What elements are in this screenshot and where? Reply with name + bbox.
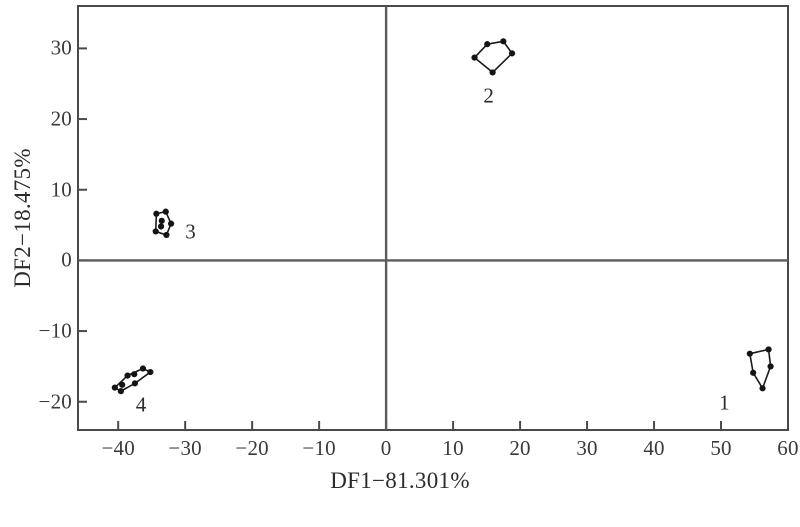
data-point <box>124 372 131 379</box>
y-tick-label: 30 <box>50 35 72 60</box>
plot-frame <box>77 5 789 431</box>
data-point <box>157 223 165 230</box>
x-tick-label: −10 <box>302 436 336 460</box>
y-axis-title: DF2−18.475% <box>10 148 35 288</box>
x-tick-label: −20 <box>235 436 269 460</box>
y-tick-label: 10 <box>50 177 72 202</box>
data-point <box>759 385 766 392</box>
y-tick-label: 20 <box>50 106 72 131</box>
cluster-hull-1 <box>749 348 772 390</box>
data-point <box>767 363 774 370</box>
data-point <box>765 346 772 353</box>
x-tick-label: 0 <box>380 436 392 460</box>
plot-border <box>77 5 789 431</box>
cluster-group-4 <box>111 365 154 395</box>
data-point <box>139 365 147 372</box>
cluster-group-3 <box>152 208 175 239</box>
data-point <box>508 50 516 57</box>
data-point <box>158 217 165 224</box>
data-point <box>163 231 170 239</box>
data-point <box>162 208 169 215</box>
zero-reference-lines <box>78 6 788 430</box>
x-tick-label: −40 <box>101 436 135 460</box>
cluster-label-1: 1 <box>719 390 730 415</box>
y-tick-label: 0 <box>61 247 72 272</box>
cluster-label-4: 4 <box>135 392 147 417</box>
data-point <box>750 369 757 376</box>
data-point <box>111 384 118 391</box>
x-tick-label: 30 <box>576 436 598 460</box>
cluster-group-1 <box>746 346 774 392</box>
data-point <box>117 388 124 395</box>
x-tick-label: 10 <box>442 436 464 460</box>
data-point <box>484 41 491 48</box>
cluster-label-2: 2 <box>483 83 494 108</box>
data-point <box>168 220 175 227</box>
data-point <box>147 368 154 376</box>
x-tick-label: 60 <box>777 436 799 460</box>
y-tick-label: −10 <box>38 318 72 343</box>
x-tick-label: 40 <box>643 436 665 460</box>
data-point <box>471 54 478 61</box>
data-point <box>746 350 753 357</box>
data-clusters <box>111 38 774 395</box>
data-point <box>153 210 160 217</box>
x-tick-label: 20 <box>509 436 531 460</box>
data-point <box>500 38 507 45</box>
cluster-label-3: 3 <box>185 219 196 244</box>
x-axis-title: DF1−81.301% <box>330 468 470 493</box>
data-point <box>131 380 139 387</box>
data-point <box>152 228 159 235</box>
data-point <box>489 69 496 76</box>
x-tick-label: 50 <box>710 436 732 460</box>
y-tick-label: −20 <box>38 389 72 414</box>
cluster-group-2 <box>471 38 516 76</box>
data-point <box>119 381 126 388</box>
x-tick-label: −30 <box>168 436 202 460</box>
data-point <box>131 371 138 378</box>
